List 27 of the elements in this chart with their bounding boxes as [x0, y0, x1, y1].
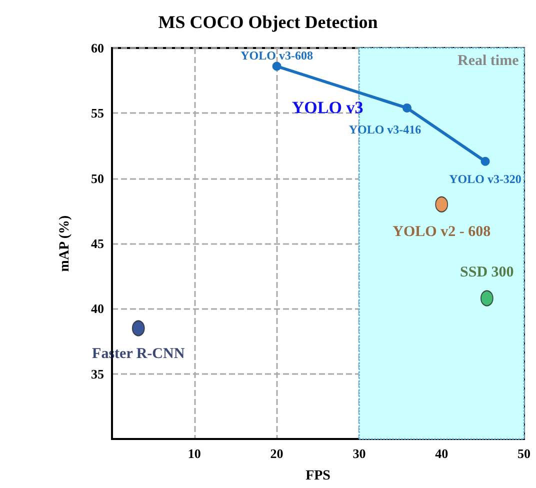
point — [272, 62, 282, 71]
y-axis-title: mAP (%) — [58, 214, 72, 272]
x-tick-label: 40 — [435, 446, 448, 461]
data-label: YOLO v3-320 — [449, 172, 522, 186]
chart-title: MS COCO Object Detection — [158, 12, 378, 32]
y-tick-label: 40 — [91, 301, 104, 316]
point — [402, 103, 412, 112]
point — [480, 156, 490, 166]
point — [480, 290, 494, 306]
x-tick-label: 10 — [188, 446, 201, 461]
data-label: YOLO v3-416 — [348, 122, 422, 136]
series-label: YOLO v2 - 608 — [392, 224, 491, 240]
y-tick-label: 45 — [91, 236, 104, 251]
point — [435, 196, 448, 212]
x-axis-title: FPS — [306, 468, 331, 484]
series-label: YOLO v3 — [292, 98, 364, 118]
x-tick-label: 50 — [518, 446, 530, 461]
y-tick-label: 60 — [91, 40, 104, 56]
series-label: SSD 300 — [460, 264, 514, 281]
x-tick-label: 20 — [270, 446, 284, 461]
data-label: YOLO v3-608 — [240, 48, 313, 63]
band-label: Real time — [458, 52, 520, 69]
y-tick-label: 35 — [91, 366, 104, 382]
x-tick-label: 30 — [352, 446, 366, 461]
y-tick-label: 50 — [91, 170, 104, 186]
point — [132, 320, 145, 336]
y-tick-label: 55 — [91, 106, 104, 121]
